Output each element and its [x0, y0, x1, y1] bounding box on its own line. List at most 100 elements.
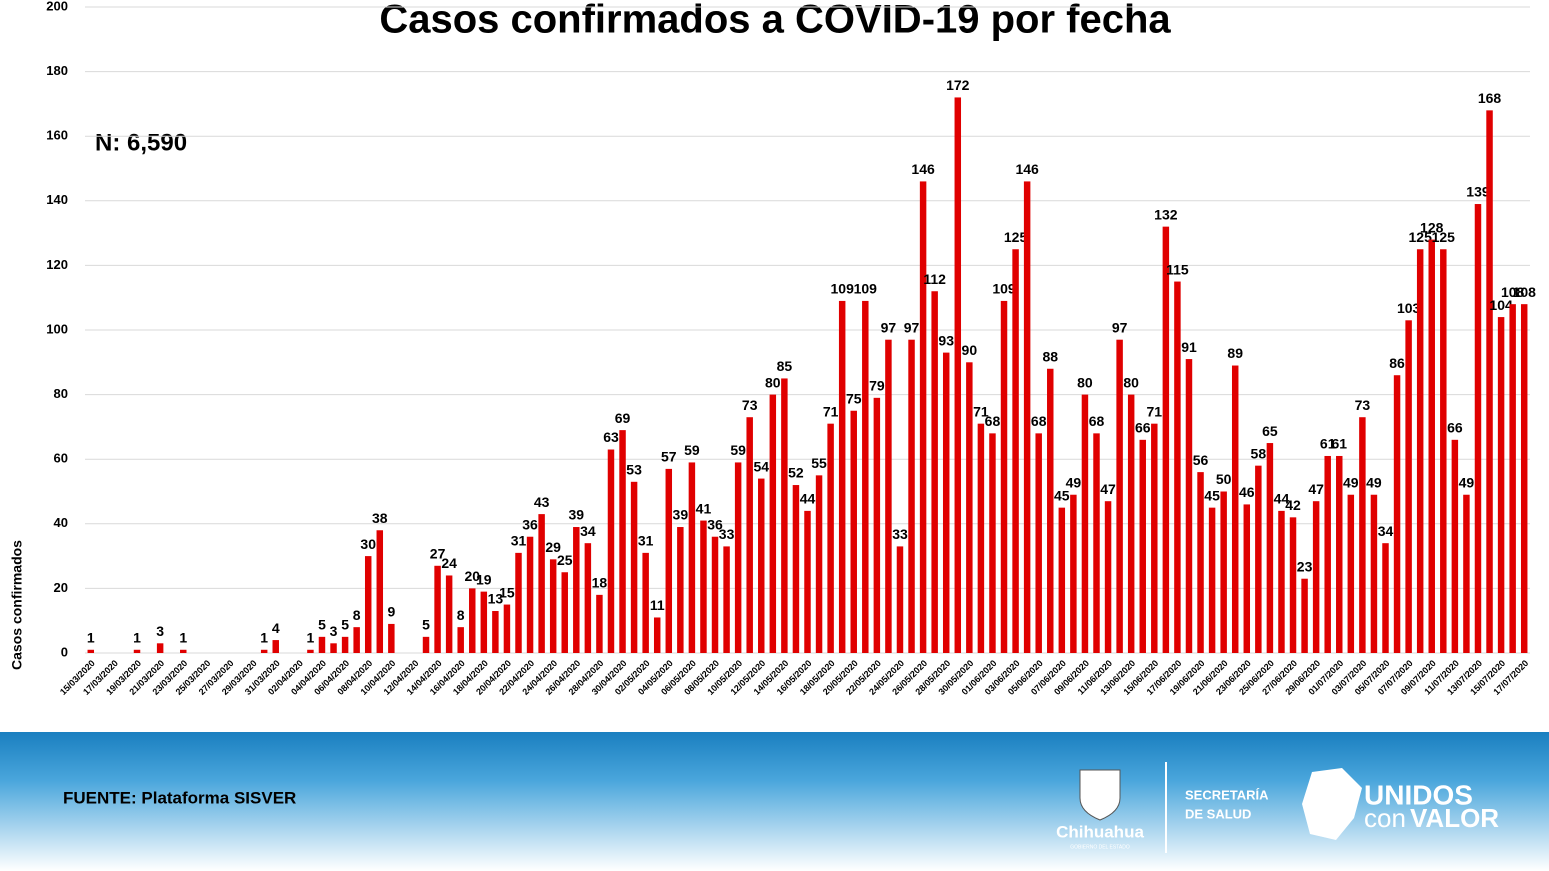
data-label: 20 — [464, 568, 480, 584]
bar — [1520, 304, 1528, 653]
data-label: 125 — [1432, 229, 1456, 245]
bar — [1104, 501, 1112, 653]
bar — [781, 378, 788, 653]
data-label: 56 — [1193, 452, 1209, 468]
data-label: 44 — [1274, 491, 1290, 507]
data-label: 4 — [272, 620, 280, 636]
bar — [457, 627, 464, 653]
footer-band — [0, 732, 1549, 871]
bar — [388, 623, 395, 653]
data-label: 34 — [580, 523, 596, 539]
data-label: 80 — [1123, 374, 1139, 390]
data-label: 15 — [499, 584, 515, 600]
data-label: 5 — [318, 617, 326, 633]
bar — [1000, 300, 1008, 653]
data-label: 49 — [1343, 474, 1359, 490]
data-label: 5 — [341, 617, 349, 633]
bar — [480, 591, 488, 653]
bar — [341, 636, 349, 653]
data-label: 172 — [946, 77, 970, 93]
source: FUENTE: Plataforma SISVER — [63, 788, 296, 807]
data-label: 71 — [1147, 403, 1163, 419]
data-label: 36 — [707, 516, 723, 532]
data-label: 168 — [1478, 90, 1502, 106]
data-label: 13 — [488, 591, 504, 607]
bar — [1139, 439, 1146, 653]
bar — [619, 430, 626, 653]
data-label: 39 — [569, 507, 585, 523]
data-label: 11 — [650, 597, 665, 613]
bar — [260, 649, 268, 653]
bar — [838, 300, 846, 653]
bar — [769, 394, 777, 653]
data-label: 73 — [742, 397, 758, 413]
data-label: 146 — [911, 161, 935, 177]
data-label: 128 — [1420, 219, 1444, 235]
logo-shield — [1079, 769, 1121, 821]
data-label: 55 — [811, 455, 827, 471]
data-label: 31 — [638, 533, 654, 549]
bar — [1405, 320, 1412, 653]
bar — [1093, 433, 1100, 653]
chart-title: Casos confirmados a COVID-19 por fecha — [379, 0, 1171, 42]
bar — [87, 649, 95, 653]
data-label: 41 — [696, 500, 712, 516]
data-label: 25 — [557, 552, 573, 568]
bar — [931, 291, 938, 653]
data-label: 86 — [1389, 355, 1405, 371]
data-label: 18 — [592, 575, 608, 591]
bar — [607, 449, 615, 653]
bar — [1312, 501, 1320, 653]
data-label: 69 — [615, 410, 631, 426]
dept: DE SALUD — [1185, 806, 1251, 821]
data-label: 1 — [260, 629, 268, 645]
bar — [862, 300, 869, 653]
data-label: 88 — [1042, 348, 1058, 364]
bar — [873, 397, 881, 653]
bar — [792, 485, 800, 653]
bar — [180, 649, 187, 653]
bar — [1497, 317, 1505, 653]
data-label: 9 — [387, 604, 395, 620]
data-label: 104 — [1489, 297, 1513, 313]
data-label: 49 — [1366, 474, 1382, 490]
data-label: 8 — [353, 607, 361, 623]
bar — [156, 643, 164, 653]
bar — [307, 649, 314, 653]
data-label: 125 — [1004, 229, 1028, 245]
y-tick-label: 120 — [46, 257, 68, 272]
data-label: 1 — [87, 629, 95, 645]
bar — [1347, 494, 1355, 653]
data-label: 90 — [962, 342, 978, 358]
bar — [711, 536, 719, 653]
bar — [330, 643, 337, 653]
bar — [561, 572, 568, 653]
data-label: 59 — [684, 442, 700, 458]
bar — [1359, 417, 1366, 653]
bar — [1151, 423, 1158, 653]
y-tick-label: 80 — [54, 386, 68, 401]
bar — [596, 594, 603, 653]
bar — [422, 636, 430, 653]
data-label: 109 — [992, 281, 1016, 297]
bar — [1127, 394, 1135, 653]
data-label: 80 — [765, 374, 781, 390]
data-label: 3 — [330, 623, 338, 639]
data-label: 112 — [923, 271, 946, 287]
bar — [1451, 439, 1459, 653]
data-label: 103 — [1397, 300, 1421, 316]
bar — [1231, 365, 1239, 653]
bar — [469, 588, 476, 653]
bar — [515, 552, 522, 653]
data-label: 146 — [1015, 161, 1039, 177]
data-label: 34 — [1378, 523, 1394, 539]
bar — [896, 546, 904, 653]
bar — [376, 530, 384, 653]
bar — [1266, 443, 1274, 653]
bar — [445, 575, 453, 653]
bar — [804, 510, 811, 653]
bar — [353, 627, 360, 653]
bar — [492, 611, 499, 653]
bar — [954, 97, 962, 653]
bar — [1474, 204, 1482, 653]
